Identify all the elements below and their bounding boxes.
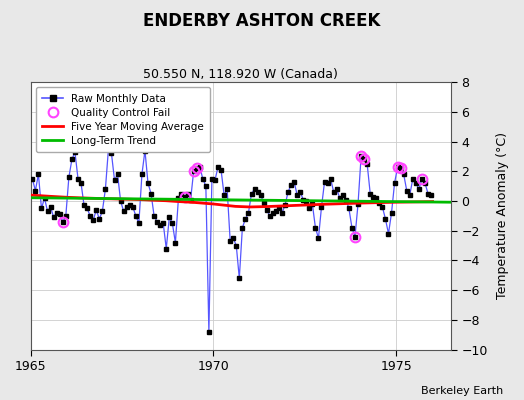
Legend: Raw Monthly Data, Quality Control Fail, Five Year Moving Average, Long-Term Tren: Raw Monthly Data, Quality Control Fail, … bbox=[36, 87, 211, 152]
Y-axis label: Temperature Anomaly (°C): Temperature Anomaly (°C) bbox=[496, 132, 509, 299]
Text: Berkeley Earth: Berkeley Earth bbox=[421, 386, 503, 396]
Title: 50.550 N, 118.920 W (Canada): 50.550 N, 118.920 W (Canada) bbox=[144, 68, 339, 81]
Text: ENDERBY ASHTON CREEK: ENDERBY ASHTON CREEK bbox=[143, 12, 381, 30]
